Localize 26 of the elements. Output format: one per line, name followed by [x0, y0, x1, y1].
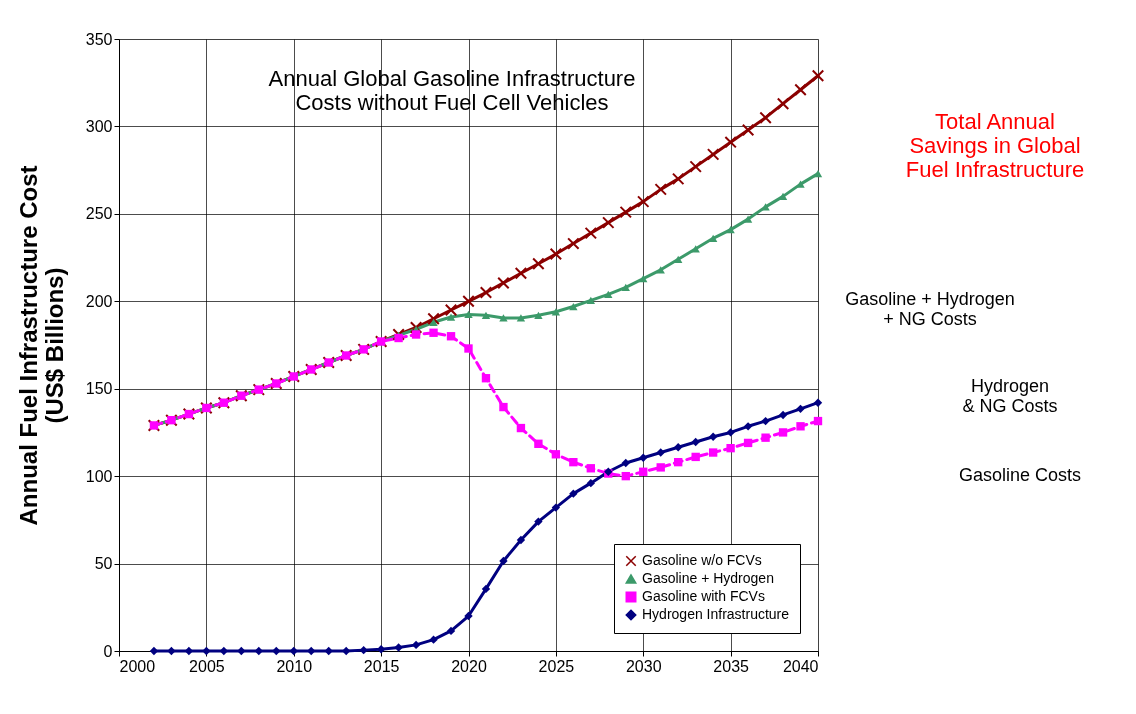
x-tick-label: 2015: [363, 657, 400, 675]
y-tick-label: 300: [85, 117, 113, 135]
x-tick-label: 2020: [451, 657, 487, 675]
y-tick-label: 150: [85, 380, 113, 398]
x-tick-label: 2010: [276, 657, 313, 675]
y-tick-label: 200: [85, 292, 113, 310]
legend-label: Gasoline w/o FCVs: [642, 552, 762, 568]
y-tick-label: 0: [103, 642, 113, 660]
text: Gasoline Costs: [958, 465, 1082, 485]
text: Total Annual Savings in Global Fuel Infrastructure: [905, 109, 1085, 182]
x-tick-label: 2030: [625, 657, 662, 675]
x-tick-label: 2000: [119, 657, 156, 675]
legend-label: Hydrogen Infrastructure: [642, 606, 790, 622]
y-tick-label: 100: [85, 467, 113, 485]
x-tick-label: 2025: [538, 657, 575, 675]
legend-label: Gasoline with FCVs: [642, 588, 765, 604]
y-tick-label: 350: [85, 30, 113, 48]
y-tick-label: 250: [85, 205, 113, 223]
text: Gasoline + Hydrogen + NG Costs: [845, 289, 1015, 329]
legend-label: Gasoline + Hydrogen: [642, 570, 774, 586]
text: Hydrogen & NG Costs: [962, 376, 1058, 416]
y-axis-title: Annual Fuel Infrastructure Cost (US$ Billions): [14, 165, 68, 526]
x-tick-label: 2035: [713, 657, 750, 675]
x-tick-label: 2005: [189, 657, 225, 675]
y-tick-label: 50: [94, 555, 113, 573]
x-tick-label: 2040: [782, 657, 819, 675]
